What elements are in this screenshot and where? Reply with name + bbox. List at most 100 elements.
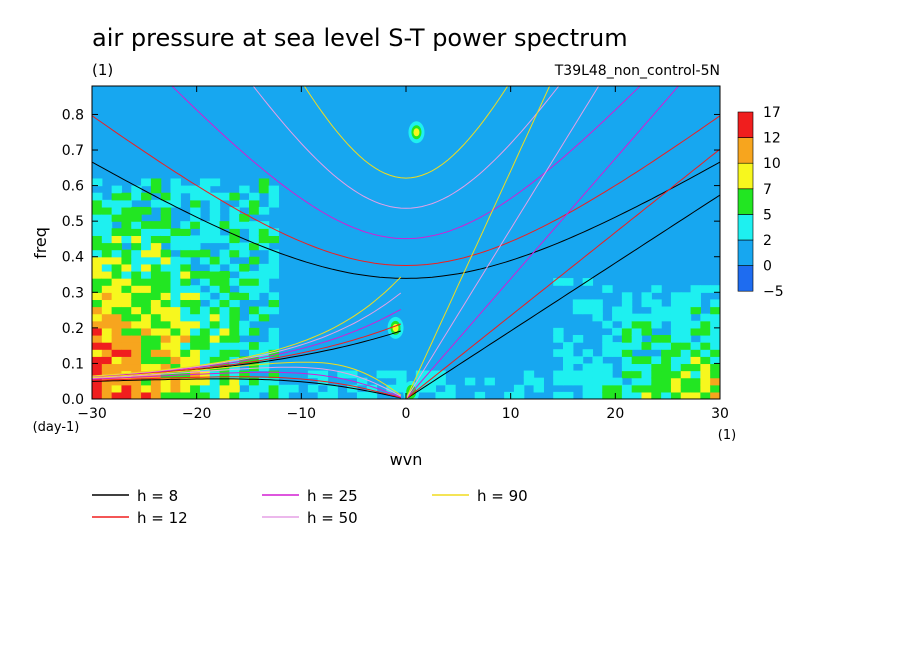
contour-cell bbox=[170, 327, 181, 336]
contour-cell bbox=[180, 228, 191, 236]
contour-cell bbox=[219, 334, 230, 343]
contour-cell bbox=[572, 370, 584, 379]
contour-cell bbox=[101, 199, 113, 208]
contour-cell bbox=[121, 285, 132, 293]
contour-cell bbox=[131, 278, 142, 286]
contour-cell bbox=[710, 349, 720, 357]
contour-cell bbox=[101, 349, 113, 357]
contour-cell bbox=[150, 391, 162, 399]
contour-cell bbox=[680, 391, 692, 399]
contour-cell bbox=[160, 370, 172, 379]
contour-cell bbox=[160, 320, 172, 329]
contour-cell bbox=[680, 342, 692, 350]
contour-cell bbox=[199, 306, 211, 315]
contour-cell bbox=[160, 214, 172, 222]
contour-cell bbox=[563, 349, 574, 357]
rossby-curve bbox=[92, 308, 402, 378]
contour-cell bbox=[219, 370, 230, 379]
contour-cell bbox=[150, 285, 162, 293]
contour-cell bbox=[209, 377, 221, 386]
contour-cell bbox=[621, 370, 633, 379]
contour-cell bbox=[592, 306, 603, 315]
contour-cell bbox=[258, 228, 270, 236]
contour-cell bbox=[670, 313, 682, 322]
contour-cell bbox=[199, 235, 211, 244]
contour-cell bbox=[101, 263, 113, 272]
contour-cell bbox=[111, 228, 123, 236]
contour-cell bbox=[199, 377, 211, 386]
contour-cell bbox=[170, 292, 181, 301]
contour-cell bbox=[209, 391, 221, 399]
contour-cell bbox=[190, 285, 201, 293]
rossby-n1-curve bbox=[92, 371, 401, 398]
contour-cell bbox=[111, 299, 123, 308]
contour-cell bbox=[249, 377, 260, 386]
contour-cell bbox=[229, 391, 240, 399]
contour-cell bbox=[131, 356, 142, 365]
contour-cell bbox=[170, 363, 181, 372]
contour-cell bbox=[249, 342, 260, 350]
contour-cell bbox=[356, 377, 368, 386]
contour-cell bbox=[121, 228, 132, 236]
contour-cell bbox=[150, 292, 162, 301]
colorbar-label: 17 bbox=[763, 105, 781, 121]
contour-cell bbox=[121, 377, 132, 386]
contour-cell bbox=[229, 320, 240, 329]
contour-cell bbox=[101, 342, 113, 350]
legend-label: h = 90 bbox=[477, 487, 528, 505]
contour-cell bbox=[337, 370, 348, 379]
contour-cell bbox=[111, 384, 123, 393]
contour-cell bbox=[121, 356, 132, 365]
contour-cell bbox=[239, 292, 250, 301]
contour-cell bbox=[150, 228, 162, 236]
contour-cell bbox=[150, 178, 162, 187]
contour-cell bbox=[150, 263, 162, 272]
dispersion-curves bbox=[92, 86, 720, 399]
contour-cell bbox=[170, 377, 181, 386]
contour-cell bbox=[92, 292, 103, 301]
contour-cell bbox=[180, 391, 191, 399]
contour-cell bbox=[160, 206, 172, 215]
contour-cell bbox=[572, 299, 584, 308]
contour-cell bbox=[239, 370, 250, 379]
contour-cell bbox=[651, 391, 662, 399]
contour-cell bbox=[445, 391, 456, 399]
contour-cell bbox=[209, 285, 221, 293]
contour-cell bbox=[131, 363, 142, 372]
contour-cell bbox=[553, 377, 564, 386]
contour-cell bbox=[170, 278, 181, 286]
contour-cell bbox=[180, 235, 191, 244]
contour-cell bbox=[641, 391, 652, 399]
contour-cell bbox=[700, 334, 711, 343]
legend-label: h = 12 bbox=[137, 509, 188, 527]
contour-cell bbox=[621, 363, 633, 372]
y-tick-label: 0.8 bbox=[62, 107, 84, 123]
contour-cell bbox=[386, 370, 397, 379]
rossby-n1-curve bbox=[92, 361, 402, 396]
contour-cell bbox=[700, 342, 711, 350]
contour-cell bbox=[710, 384, 720, 393]
contour-cell bbox=[249, 192, 260, 201]
contour-cell bbox=[435, 370, 446, 379]
contour-cell bbox=[661, 342, 672, 350]
contour-cell bbox=[563, 278, 574, 286]
contour-cell bbox=[621, 299, 633, 308]
contour-cell bbox=[92, 214, 103, 222]
contour-cell bbox=[582, 349, 594, 357]
contour-cell bbox=[572, 334, 584, 343]
contour-cell bbox=[592, 384, 603, 393]
contour-cell bbox=[150, 342, 162, 350]
contour-cell bbox=[111, 206, 123, 215]
contour-cell bbox=[170, 242, 181, 251]
contour-cell bbox=[239, 249, 250, 258]
contour-cell bbox=[425, 370, 437, 379]
contour-cell bbox=[190, 249, 201, 258]
contour-cell bbox=[690, 342, 701, 350]
contour-cell bbox=[229, 306, 240, 315]
contour-cell bbox=[141, 221, 152, 229]
contour-cell bbox=[661, 377, 672, 386]
contour-cell bbox=[111, 292, 123, 301]
contour-cell bbox=[131, 320, 142, 329]
contour-cell bbox=[680, 327, 692, 336]
rossby-n1-curve bbox=[92, 378, 401, 399]
